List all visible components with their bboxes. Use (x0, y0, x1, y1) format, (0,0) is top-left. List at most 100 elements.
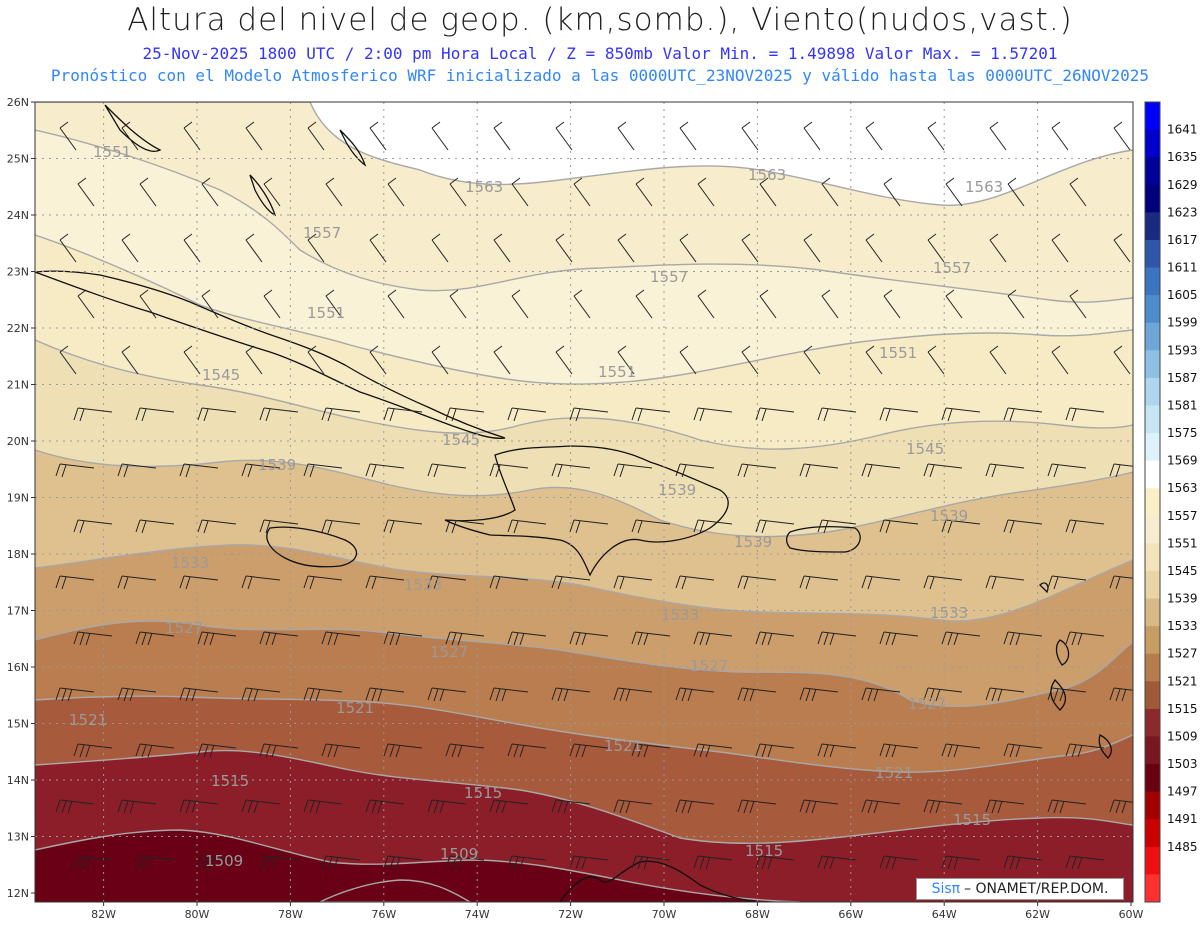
wind-barb (507, 631, 547, 646)
wind-barb (1065, 519, 1105, 534)
coastline (339, 129, 367, 167)
wind-barb (679, 121, 697, 151)
colorbar-swatch (1145, 405, 1160, 434)
wind-barb (551, 687, 591, 702)
wind-barb (861, 575, 901, 590)
lon-tick-label: 60W (1119, 908, 1144, 921)
wind-barb (989, 233, 1007, 263)
coastline (444, 445, 729, 577)
wind-barb (365, 687, 405, 702)
colorbar-swatch (1145, 874, 1160, 903)
wind-barb (879, 855, 919, 870)
colorbar-swatch (1145, 598, 1160, 627)
colorbar-swatch (1145, 653, 1160, 682)
wind-barbs (55, 121, 1133, 870)
wind-barb (631, 743, 671, 758)
wind-barb (427, 799, 467, 814)
wind-barb (489, 575, 529, 590)
colorbar-level-label: 1539 (1167, 592, 1198, 606)
colorbar-level-label: 1551 (1167, 536, 1198, 550)
contour-label: 1551 (598, 363, 636, 381)
wind-barb (197, 855, 237, 870)
wind-barb (799, 575, 839, 590)
wind-barb (679, 233, 697, 263)
wind-barb (1109, 799, 1133, 814)
contour-label: 1563 (965, 178, 1003, 196)
wind-barb (77, 177, 95, 207)
wind-barb (941, 407, 981, 422)
lat-tick-label: 19N (7, 492, 29, 505)
wind-barb (741, 121, 759, 151)
wind-barb (737, 799, 777, 814)
wind-barb (259, 407, 299, 422)
wind-barb (861, 463, 901, 478)
wind-barb (803, 345, 821, 375)
wind-barb (73, 407, 113, 422)
model-info-subtitle: Pronóstico con el Modelo Atmosferico WRF… (50, 66, 1150, 85)
wind-barb (139, 289, 157, 319)
wind-barb (427, 463, 467, 478)
wind-barb (55, 575, 95, 590)
colorbar-swatch (1145, 157, 1160, 186)
colorbar-swatch (1145, 626, 1160, 655)
colorbar-swatch (1145, 129, 1160, 158)
colorbar-level-label: 1599 (1167, 316, 1198, 330)
colorbar-swatch (1145, 819, 1160, 848)
wind-barb (613, 687, 653, 702)
contour-label: 1527 (690, 657, 728, 675)
contour-label: 1509 (440, 845, 478, 863)
lon-tick-label: 76W (371, 908, 396, 921)
wind-barb (445, 855, 485, 870)
wind-barb (307, 121, 325, 151)
wind-barb (117, 463, 157, 478)
colorbar-level-label: 1515 (1167, 702, 1198, 716)
wind-barb (613, 575, 653, 590)
wind-barb (617, 345, 635, 375)
wind-barb (927, 233, 945, 263)
colorbar: 1641 1635 1629 1623 1617 1611 1605 1599 1593 1587… (1144, 101, 1198, 903)
colorbar-swatch (1145, 184, 1160, 213)
wind-barb (569, 855, 609, 870)
colorbar-swatch (1145, 764, 1160, 793)
lat-tick-label: 14N (7, 774, 29, 787)
wind-barb (263, 289, 281, 319)
wind-barb (511, 177, 529, 207)
contour-label: 1545 (442, 431, 480, 449)
wind-barb (427, 575, 467, 590)
wind-barb (861, 799, 901, 814)
colorbar-swatch (1145, 212, 1160, 241)
wind-barb (883, 177, 901, 207)
lat-tick-label: 17N (7, 605, 29, 618)
colorbar-swatch (1145, 460, 1160, 489)
contour-label: 1533 (661, 606, 699, 624)
lon-tick-label: 80W (185, 908, 210, 921)
colorbar-swatch (1145, 708, 1160, 737)
wind-barb (817, 855, 857, 870)
wind-barb (369, 233, 387, 263)
wind-barb (73, 631, 113, 646)
wind-barb (245, 345, 263, 375)
contour-label: 1509 (205, 852, 243, 870)
contour-label: 1527 (430, 643, 468, 661)
wind-barb (445, 743, 485, 758)
colorbar-level-label: 1491 (1167, 812, 1198, 826)
wind-barb (759, 289, 777, 319)
wind-barb (59, 121, 77, 151)
lat-tick-label: 12N (7, 887, 29, 900)
contour-line (35, 102, 1133, 206)
wind-barb (449, 177, 467, 207)
colorbar-level-label: 1509 (1167, 729, 1198, 743)
contour-line (35, 449, 1133, 538)
wind-barb (369, 345, 387, 375)
wind-barb (445, 407, 485, 422)
colorbar-swatch (1145, 377, 1160, 406)
wind-barb (307, 345, 325, 375)
contour-label: 1521 (69, 711, 107, 729)
wind-barb (365, 799, 405, 814)
wind-barb (511, 289, 529, 319)
wind-barb (927, 345, 945, 375)
wind-barb (573, 289, 591, 319)
wind-barb (985, 575, 1025, 590)
wind-barb (879, 743, 919, 758)
